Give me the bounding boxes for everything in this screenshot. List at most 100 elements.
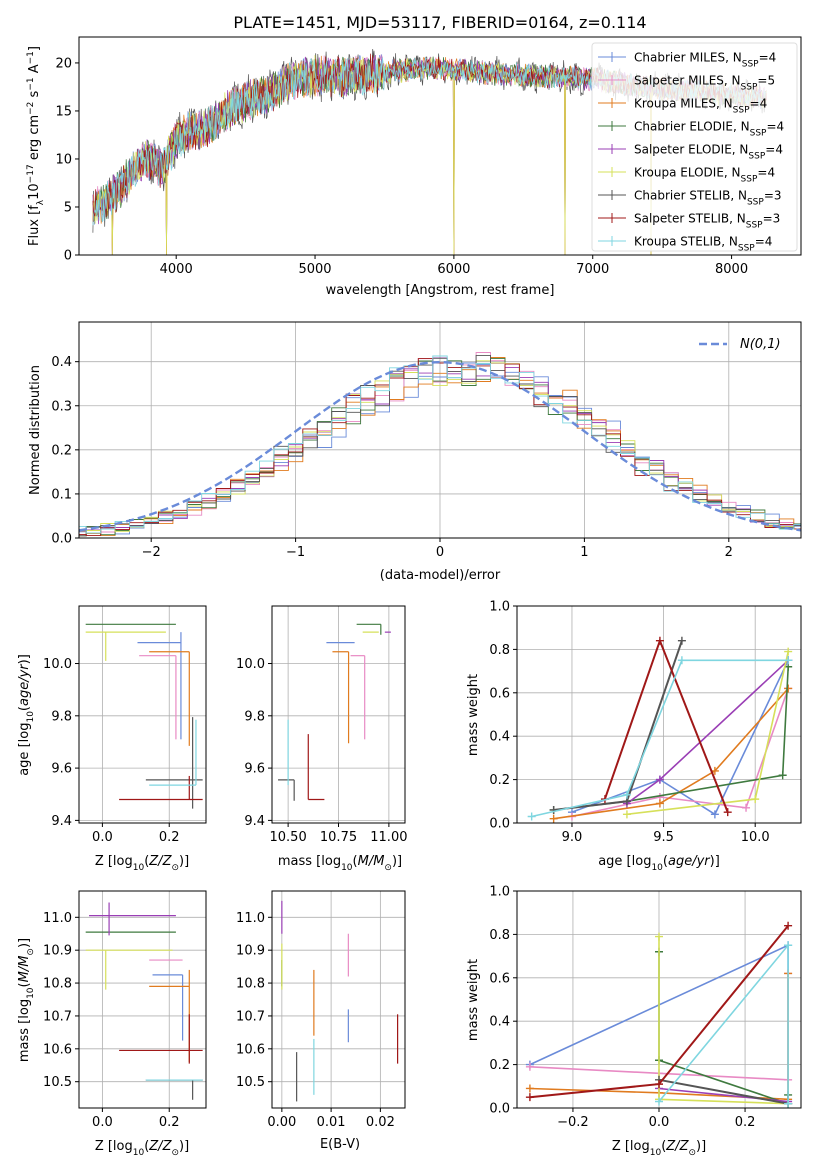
x-tick-label: 10.50 xyxy=(270,830,307,845)
y-tick-label: 11.0 xyxy=(43,911,72,926)
weight-vs-age-panel-plot xyxy=(517,606,801,823)
mass-vs-EBV-panel-plot xyxy=(272,891,405,1108)
mass-vs-EBV-panel: 0.00 0.01 0.02 10.5 10.6 10.7 10.8 10.9 11.0 E(B-… xyxy=(236,890,406,1152)
x-tick-label: 0.00 xyxy=(267,1115,296,1130)
y-axis-label: mass [log10(M/M⊙)] xyxy=(17,938,36,1062)
normal-curve xyxy=(79,360,801,532)
legend-box xyxy=(591,42,798,252)
legend-label: Salpeter STELIB, NSSP=3 xyxy=(634,212,780,231)
x-axis-label: age [log10(age/yr)] xyxy=(598,854,720,873)
x-axis-label: E(B-V) xyxy=(320,1137,360,1152)
y-tick-label: 11.0 xyxy=(236,911,265,926)
axes-frame xyxy=(78,890,207,1109)
y-tick-label: 0.0 xyxy=(489,1102,510,1117)
y-tick-label: 10 xyxy=(55,152,72,167)
residuals-panel-plot xyxy=(79,322,801,538)
weight-marker xyxy=(622,790,631,799)
y-axis-label: Flux [fλ10−17 erg cm−2 s−1 A−1] xyxy=(26,46,46,246)
x-tick-label: 0.2 xyxy=(159,830,180,845)
weight-line xyxy=(658,943,789,1104)
x-tick-label: 11.00 xyxy=(370,830,407,845)
x-tick-label: 2 xyxy=(725,545,733,560)
y-tick-label: 0.4 xyxy=(489,1015,510,1030)
x-tick-label: 0.01 xyxy=(317,1115,346,1130)
y-tick-label: 0.1 xyxy=(51,487,72,502)
weight-marker xyxy=(742,803,751,812)
weight-marker xyxy=(525,1084,534,1093)
weight-marker xyxy=(784,941,793,950)
x-tick-label: 9.0 xyxy=(562,830,583,845)
histogram-series xyxy=(79,357,801,536)
weight-line xyxy=(658,1078,789,1105)
weight-vs-age-panel: 9.0 9.5 10.0 0.0 0.2 0.4 0.6 0.8 1.0 age [log10(a… xyxy=(466,600,802,873)
x-axis-label: wavelength [Angstrom, rest frame] xyxy=(326,283,555,298)
x-axis-label: (data-model)/error xyxy=(380,568,501,583)
x-tick-label: 4000 xyxy=(160,262,193,277)
legend-label: Kroupa ELODIE, NSSP=4 xyxy=(634,166,775,185)
weight-marker xyxy=(655,1097,663,1106)
axes-frame xyxy=(516,605,802,824)
x-tick-label: 0 xyxy=(436,545,444,560)
y-tick-label: 10.9 xyxy=(43,944,72,959)
y-tick-label: 9.8 xyxy=(244,709,265,724)
x-tick-label: 0.0 xyxy=(649,1115,670,1130)
weight-marker xyxy=(677,636,686,645)
weight-marker xyxy=(655,636,664,645)
x-tick-label: 0.02 xyxy=(366,1115,395,1130)
age-vs-mass-panel-plot xyxy=(272,606,405,823)
legend-label: N(0,1) xyxy=(740,337,781,352)
x-tick-label: 0.2 xyxy=(159,1115,180,1130)
legend: Chabrier MILES, NSSP=4 Salpeter MILES, NS… xyxy=(591,42,798,254)
y-axis-label: mass weight xyxy=(466,959,481,1041)
weight-vs-Z-panel: −0.2 0.0 0.2 0.0 0.2 0.4 0.6 0.8 1.0 Z [log10(Z/Z… xyxy=(466,885,802,1158)
legend-label: Salpeter MILES, NSSP=5 xyxy=(634,74,775,93)
age-vs-Z-panel-plot xyxy=(79,606,206,823)
weight-marker xyxy=(710,810,719,819)
axes-frame xyxy=(78,36,802,256)
y-tick-label: 9.6 xyxy=(51,762,72,777)
y-tick-label: 10.5 xyxy=(236,1075,265,1090)
axes-frame xyxy=(78,605,207,824)
weight-marker xyxy=(655,799,664,808)
spectrum-panel-plot xyxy=(92,48,767,255)
x-axis-label: Z [log10(Z/Z⊙)] xyxy=(95,1139,189,1158)
histogram-series xyxy=(79,355,801,534)
weight-line xyxy=(603,637,729,813)
y-tick-label: 10.5 xyxy=(43,1075,72,1090)
y-tick-label: 0 xyxy=(64,249,72,264)
residuals-panel: −2 −1 0 1 2 0.0 0.1 0.2 0.3 0.4 (data-model)/error… xyxy=(28,321,802,583)
y-tick-label: 10.0 xyxy=(236,657,265,672)
histogram-series xyxy=(79,354,801,537)
weight-marker xyxy=(784,921,793,930)
y-tick-label: 0.2 xyxy=(489,1058,510,1073)
weight-line xyxy=(553,640,683,811)
legend-label: Chabrier MILES, NSSP=4 xyxy=(634,51,776,70)
y-tick-label: 9.4 xyxy=(51,814,72,829)
weight-marker xyxy=(527,812,536,821)
x-tick-label: 10.75 xyxy=(320,830,357,845)
x-axis-label: Z [log10(Z/Z⊙)] xyxy=(612,1139,706,1158)
axes-frame xyxy=(271,890,406,1109)
weight-marker xyxy=(677,656,686,665)
y-tick-label: 10.8 xyxy=(43,977,72,992)
y-tick-label: 20 xyxy=(55,56,72,71)
y-tick-label: 10.6 xyxy=(236,1042,265,1057)
weight-marker xyxy=(549,805,558,814)
y-axis-label: age [log10(age/yr)] xyxy=(17,654,36,776)
spectrum-panel: 4000 5000 6000 7000 8000 0 5 10 15 20 wavelength [… xyxy=(26,36,802,298)
y-tick-label: 0.4 xyxy=(51,355,72,370)
weight-marker xyxy=(784,1099,793,1108)
figure-title: PLATE=1451, MJD=53117, FIBERID=0164, z=0… xyxy=(233,13,646,32)
weight-marker xyxy=(655,775,664,784)
x-tick-label: 1 xyxy=(580,545,588,560)
y-tick-label: 10.8 xyxy=(236,977,265,992)
y-tick-label: 0.8 xyxy=(489,928,510,943)
x-axis-label: mass [log10(M/M⊙)] xyxy=(278,854,402,873)
y-tick-label: 10.6 xyxy=(43,1042,72,1057)
y-tick-label: 15 xyxy=(55,104,72,119)
x-tick-label: −0.2 xyxy=(557,1115,589,1130)
weight-marker xyxy=(655,932,663,941)
histogram-series xyxy=(79,360,801,537)
weight-marker xyxy=(655,1080,663,1089)
legend-label: Chabrier STELIB, NSSP=3 xyxy=(634,189,782,208)
